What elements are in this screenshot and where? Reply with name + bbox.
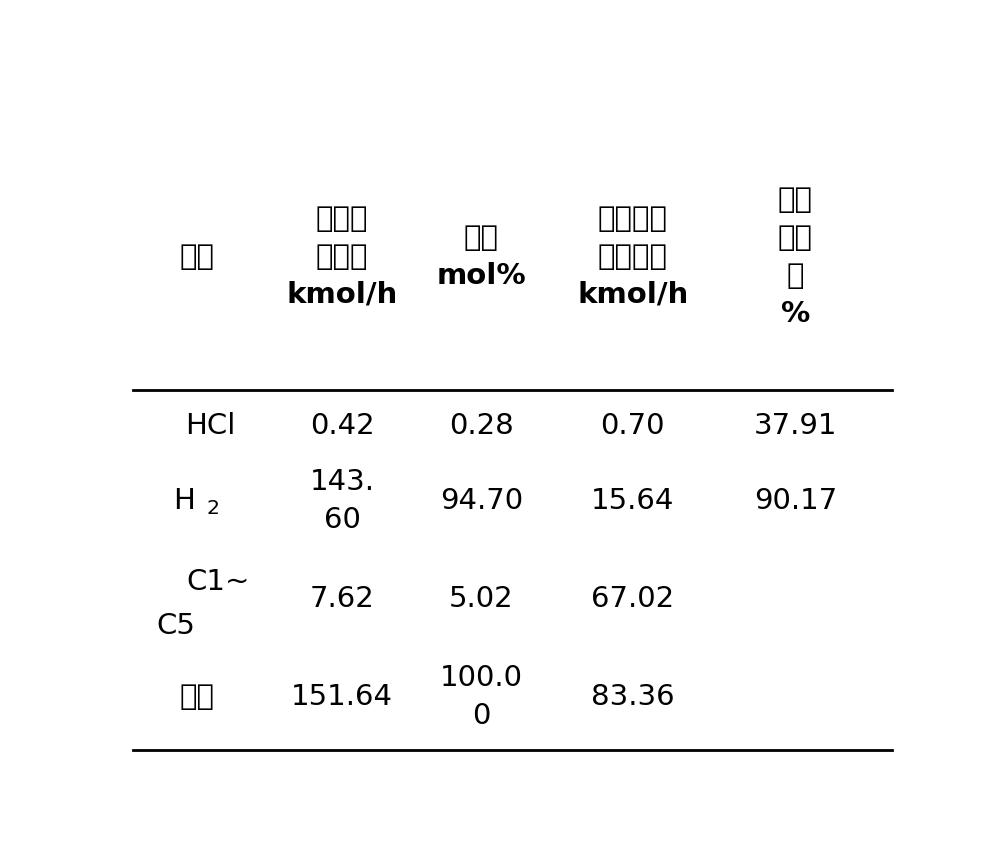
Text: 100.0
0: 100.0 0 [440, 664, 523, 730]
Text: 非渗透富
烃类气体
kmol/h: 非渗透富 烃类气体 kmol/h [577, 205, 688, 309]
Text: 0.70: 0.70 [600, 412, 665, 439]
Text: 143.
60: 143. 60 [310, 468, 374, 534]
Text: 94.70: 94.70 [440, 487, 523, 515]
Text: 67.02: 67.02 [591, 585, 674, 613]
Text: 组成
mol%: 组成 mol% [437, 224, 526, 290]
Text: C5: C5 [156, 612, 195, 639]
Text: 151.64: 151.64 [291, 683, 393, 711]
Text: 83.36: 83.36 [591, 683, 674, 711]
Text: 90.17: 90.17 [754, 487, 837, 515]
Text: 37.91: 37.91 [754, 412, 837, 439]
Text: 组分: 组分 [179, 243, 214, 271]
Text: 2: 2 [206, 499, 219, 518]
Text: 5.02: 5.02 [449, 585, 514, 613]
Text: 0.42: 0.42 [310, 412, 374, 439]
Text: 合计: 合计 [179, 683, 214, 711]
Text: H: H [173, 487, 195, 515]
Text: C1~: C1~ [186, 568, 250, 596]
Text: HCl: HCl [185, 412, 235, 439]
Text: 7.62: 7.62 [310, 585, 374, 613]
Text: 0.28: 0.28 [449, 412, 514, 439]
Text: 15.64: 15.64 [591, 487, 674, 515]
Text: 组分
回收
率
%: 组分 回收 率 % [778, 186, 813, 328]
Text: 回收富
氢气体
kmol/h: 回收富 氢气体 kmol/h [286, 205, 398, 309]
